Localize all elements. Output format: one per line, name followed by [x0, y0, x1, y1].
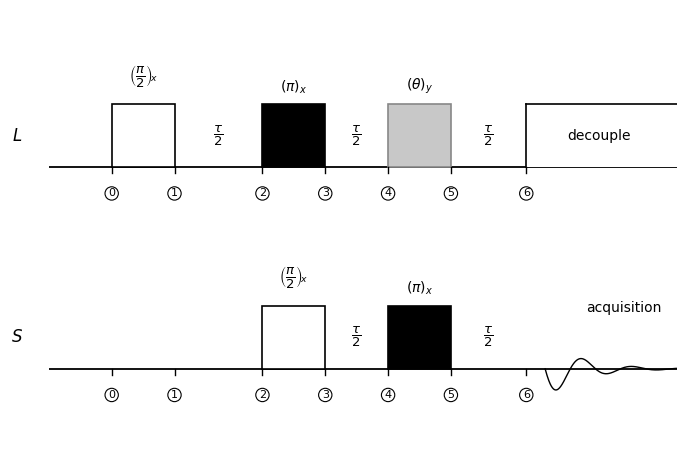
Text: $\dfrac{\tau}{2}$: $\dfrac{\tau}{2}$: [352, 325, 362, 349]
Text: $\dfrac{\tau}{2}$: $\dfrac{\tau}{2}$: [484, 325, 493, 349]
Text: 2: 2: [259, 188, 266, 198]
Text: S: S: [12, 328, 23, 346]
Text: 3: 3: [322, 390, 329, 400]
Text: $\dfrac{\tau}{2}$: $\dfrac{\tau}{2}$: [484, 124, 493, 148]
Text: $(\theta)_y$: $(\theta)_y$: [406, 76, 433, 96]
Text: acquisition: acquisition: [586, 301, 661, 315]
Bar: [262, 104, 325, 167]
Text: L: L: [13, 127, 22, 145]
Bar: [388, 306, 451, 369]
Text: 4: 4: [385, 390, 392, 400]
Bar: [388, 104, 451, 167]
Bar: [262, 306, 325, 369]
Text: 4: 4: [385, 188, 392, 198]
Text: 1: 1: [171, 390, 178, 400]
Text: $(\pi)_x$: $(\pi)_x$: [281, 78, 307, 96]
Text: $\dfrac{\tau}{2}$: $\dfrac{\tau}{2}$: [214, 124, 223, 148]
Bar: [526, 104, 690, 167]
Text: $\left(\dfrac{\pi}{2}\right)_{\!x}$: $\left(\dfrac{\pi}{2}\right)_{\!x}$: [128, 63, 158, 89]
Text: $(\pi)_x$: $(\pi)_x$: [406, 280, 433, 297]
Text: 2: 2: [259, 390, 266, 400]
Text: $\left(\dfrac{\pi}{2}\right)_{\!x}$: $\left(\dfrac{\pi}{2}\right)_{\!x}$: [279, 264, 309, 290]
Text: 6: 6: [523, 188, 530, 198]
Text: 5: 5: [447, 390, 454, 400]
Text: 1: 1: [171, 188, 178, 198]
Text: 0: 0: [108, 188, 115, 198]
Text: 6: 6: [523, 390, 530, 400]
Text: 0: 0: [108, 390, 115, 400]
Bar: [112, 104, 174, 167]
Text: decouple: decouple: [567, 129, 630, 143]
Text: 3: 3: [322, 188, 329, 198]
Text: 5: 5: [447, 188, 454, 198]
Text: $\dfrac{\tau}{2}$: $\dfrac{\tau}{2}$: [352, 124, 362, 148]
